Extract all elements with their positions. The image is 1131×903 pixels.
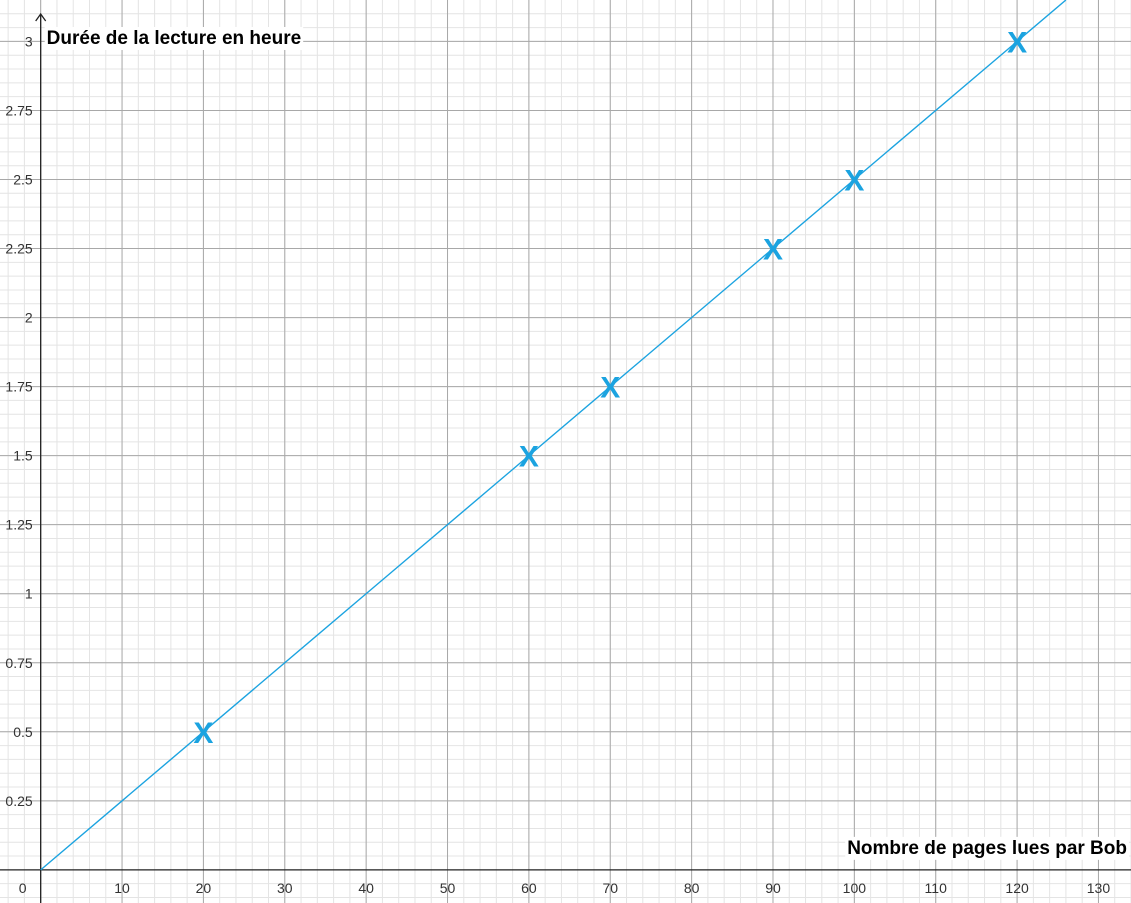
y-tick-label: 1 [25, 586, 33, 602]
y-axis-title: Durée de la lecture en heure [47, 28, 301, 49]
x-tick-label: 70 [602, 880, 618, 896]
data-point-marker: X [763, 234, 783, 267]
x-tick-label: 80 [684, 880, 700, 896]
x-tick-labels: 0 10 20 30 40 50 60 70 80 90 100 110 120 130 [19, 880, 1111, 896]
y-tick-label: 0.5 [13, 724, 33, 740]
data-point-marker: X [1007, 26, 1027, 59]
x-tick-label: 120 [1005, 880, 1029, 896]
y-axis-arrow-icon [35, 12, 47, 22]
proportional-line [40, 0, 1067, 871]
x-tick-label: 130 [1087, 880, 1111, 896]
y-tick-label: 1.5 [13, 448, 33, 464]
x-tick-label: 10 [114, 880, 130, 896]
y-tick-label: 0.75 [5, 655, 32, 671]
data-points: X X X X X X [193, 26, 1027, 749]
axes [0, 12, 1131, 903]
x-axis-title: Nombre de pages lues par Bob [847, 838, 1127, 859]
y-tick-label: 1.25 [5, 517, 32, 533]
data-point-marker: X [193, 717, 213, 750]
x-tick-label: 50 [440, 880, 456, 896]
data-point-marker: X [600, 372, 620, 405]
x-tick-label: 90 [765, 880, 781, 896]
x-tick-label: 40 [358, 880, 374, 896]
x-tick-label: 20 [196, 880, 212, 896]
y-tick-label: 2 [25, 310, 33, 326]
y-tick-label: 3 [25, 33, 33, 49]
y-tick-label: 2.5 [13, 171, 33, 187]
y-tick-label: 2.75 [5, 102, 32, 118]
x-tick-label: 110 [925, 880, 948, 896]
x-tick-label: 100 [843, 880, 867, 896]
y-tick-label: 1.75 [5, 379, 32, 395]
data-point-marker: X [844, 164, 864, 197]
data-point-marker: X [519, 441, 539, 474]
x-tick-label: 30 [277, 880, 293, 896]
x-tick-label: 60 [521, 880, 537, 896]
y-tick-label: 0.25 [5, 793, 32, 809]
x-tick-label: 0 [19, 880, 27, 896]
y-tick-label: 2.25 [5, 241, 32, 257]
y-axis-title-background [44, 27, 304, 50]
x-axis-title-background [845, 836, 1129, 860]
y-tick-labels: 0.25 0.5 0.75 1 1.25 1.5 1.75 2 2.25 2.5 2.75 3 [5, 33, 32, 808]
